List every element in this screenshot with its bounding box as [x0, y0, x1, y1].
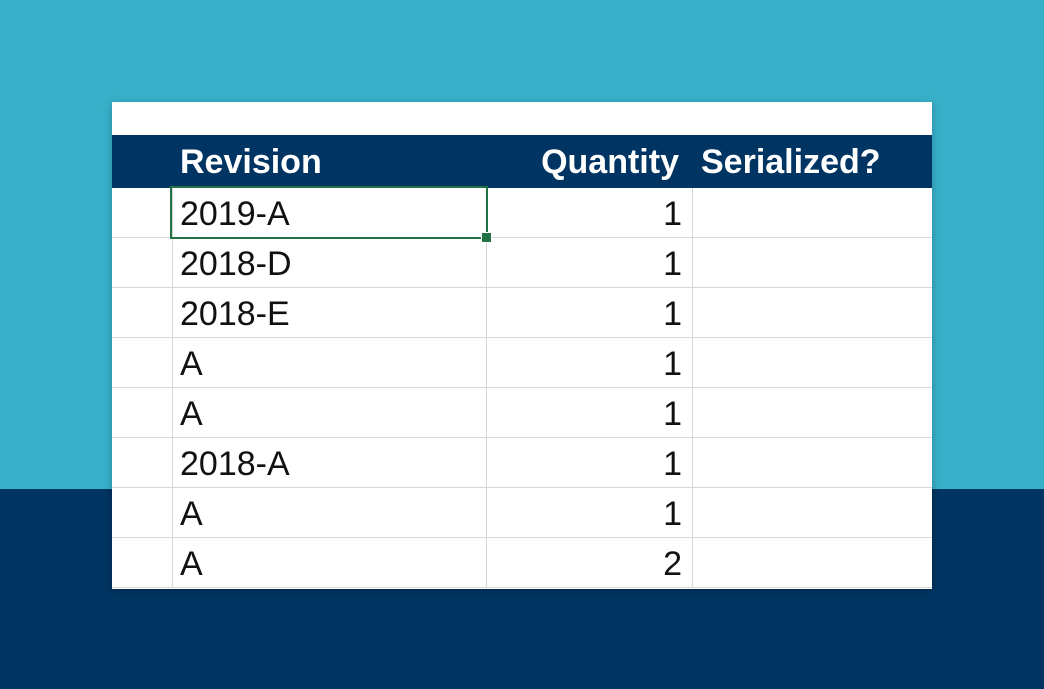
cell-serialized[interactable] [693, 388, 932, 437]
cell-quantity[interactable]: 1 [487, 188, 693, 237]
table-row: 2019-A 1 [112, 188, 932, 238]
cell-revision[interactable]: A [173, 338, 487, 387]
cell-revision[interactable]: 2018-D [173, 238, 487, 287]
cell-blank[interactable] [112, 288, 173, 337]
cell-revision[interactable]: A [173, 538, 487, 587]
header-cell-serialized[interactable]: Serialized? [701, 143, 881, 181]
cell-serialized[interactable] [693, 338, 932, 387]
cell-revision[interactable]: 2018-A [173, 438, 487, 487]
table-body: 2019-A 1 2018-D 1 2018-E 1 A 1 [112, 188, 932, 588]
cell-blank[interactable] [112, 238, 173, 287]
cell-revision[interactable]: A [173, 488, 487, 537]
cell-revision[interactable]: A [173, 388, 487, 437]
cell-serialized[interactable] [693, 238, 932, 287]
table-row: 2018-D 1 [112, 238, 932, 288]
header-cell-revision[interactable]: Revision [180, 143, 322, 181]
table-row: A 1 [112, 388, 932, 438]
cell-serialized[interactable] [693, 188, 932, 237]
cell-quantity[interactable]: 1 [487, 288, 693, 337]
cell-quantity[interactable]: 2 [487, 538, 693, 587]
cell-quantity[interactable]: 1 [487, 438, 693, 487]
cell-selection-border [170, 186, 492, 243]
cell-quantity[interactable]: 1 [487, 338, 693, 387]
cell-serialized[interactable] [693, 438, 932, 487]
table-row: A 1 [112, 488, 932, 538]
header-cell-quantity[interactable]: Quantity [541, 143, 679, 181]
header-row: Revision Quantity Serialized? [112, 135, 932, 188]
cell-serialized[interactable] [693, 288, 932, 337]
cell-blank[interactable] [112, 338, 173, 387]
cell-blank[interactable] [112, 388, 173, 437]
cell-blank[interactable] [112, 438, 173, 487]
cell-revision[interactable]: 2019-A [173, 188, 487, 237]
cell-serialized[interactable] [693, 488, 932, 537]
table-row: 2018-A 1 [112, 438, 932, 488]
cell-serialized[interactable] [693, 538, 932, 587]
cell-revision[interactable]: 2018-E [173, 288, 487, 337]
fill-handle[interactable] [481, 232, 492, 243]
cell-quantity[interactable]: 1 [487, 238, 693, 287]
cell-blank[interactable] [112, 488, 173, 537]
spreadsheet: Revision Quantity Serialized? 2019-A 1 2… [112, 102, 932, 589]
table-row: A 1 [112, 338, 932, 388]
cell-quantity[interactable]: 1 [487, 388, 693, 437]
cell-blank[interactable] [112, 538, 173, 587]
spreadsheet-top-strip [112, 102, 932, 135]
table-row: A 2 [112, 538, 932, 588]
cell-blank[interactable] [112, 188, 173, 237]
header-cell-blank[interactable] [112, 135, 173, 188]
cell-quantity[interactable]: 1 [487, 488, 693, 537]
table-row: 2018-E 1 [112, 288, 932, 338]
